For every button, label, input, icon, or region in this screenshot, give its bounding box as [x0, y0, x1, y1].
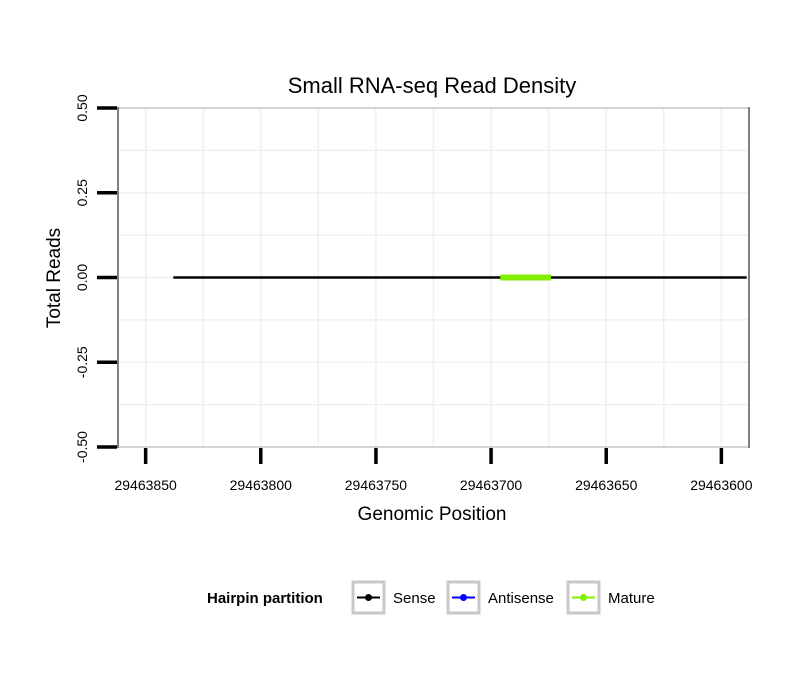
- y-tick-label: 0.00: [74, 264, 90, 291]
- x-axis-title: Genomic Position: [358, 504, 507, 525]
- legend-item-sense: Sense: [351, 580, 436, 615]
- legend-item-mature: Mature: [566, 580, 655, 615]
- y-tick-label: 0.25: [74, 179, 90, 206]
- legend-label: Mature: [608, 590, 655, 607]
- legend-key-point: [460, 594, 467, 601]
- legend-label: Antisense: [488, 590, 554, 607]
- x-tick-label: 29463700: [460, 477, 523, 493]
- x-tick-label: 29463600: [690, 477, 753, 493]
- legend: Hairpin partition Sense Antisense Mature: [207, 580, 655, 615]
- legend-label: Sense: [393, 590, 436, 607]
- legend-title: Hairpin partition: [207, 590, 323, 607]
- y-tick-label: -0.50: [74, 431, 90, 463]
- x-tick-label: 29463850: [114, 477, 177, 493]
- chart-title: Small RNA-seq Read Density: [288, 73, 577, 98]
- legend-key-point: [365, 594, 372, 601]
- legend-key-point: [580, 594, 587, 601]
- legend-item-antisense: Antisense: [446, 580, 554, 615]
- x-tick-label: 29463800: [230, 477, 293, 493]
- x-tick-label: 29463650: [575, 477, 638, 493]
- y-tick-label: 0.50: [74, 94, 90, 121]
- axes: 29463850 29463800 29463750 29463700 29463650…: [74, 94, 753, 493]
- y-axis-title: Total Reads: [44, 228, 65, 328]
- x-tick-label: 29463750: [345, 477, 408, 493]
- y-tick-label: -0.25: [74, 346, 90, 378]
